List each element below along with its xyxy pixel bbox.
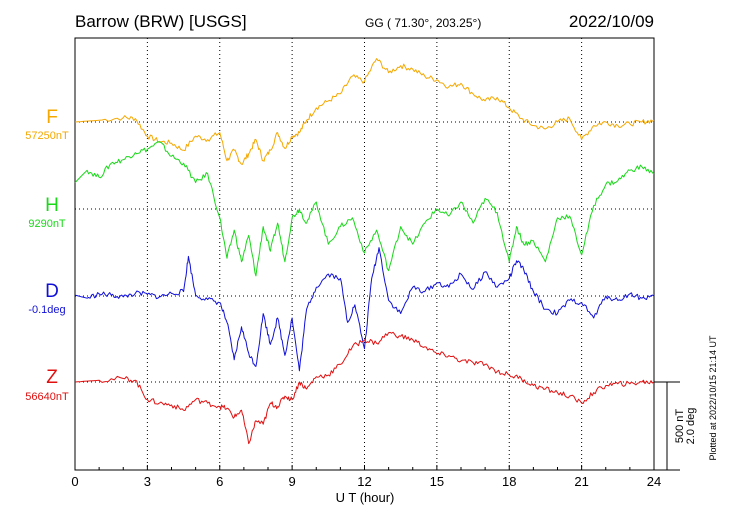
x-tick-label: 18 (502, 474, 516, 489)
x-tick-label: 6 (216, 474, 223, 489)
x-tick-label: 0 (71, 474, 78, 489)
series-label-D: D (45, 281, 59, 302)
station-title: Barrow (BRW) [USGS] (75, 12, 247, 31)
series-group (74, 58, 655, 445)
series-line-F (74, 58, 655, 165)
x-tick-label: 24 (647, 474, 661, 489)
series-line-Z (74, 331, 655, 445)
x-axis-ticks: 0 3 6 9 12 15 18 21 24 (71, 465, 661, 489)
baseline-label-Z: 56640nT (25, 391, 69, 403)
scale-bar-nt: 500 nT (674, 409, 686, 444)
x-axis-label: U T (hour) (336, 490, 395, 505)
series-line-H (74, 141, 655, 277)
date-label: 2022/10/09 (569, 12, 654, 31)
baseline-label-F: 57250nT (25, 130, 69, 142)
series-label-Z: Z (46, 367, 58, 388)
coords-label: GG ( 71.30°, 203.25°) (365, 16, 481, 30)
x-tick-label: 12 (357, 474, 371, 489)
scale-bar-deg: 2.0 deg (685, 408, 697, 445)
baseline-label-D: -0.1deg (28, 304, 65, 316)
grid (75, 38, 654, 470)
series-label-H: H (45, 195, 59, 216)
x-tick-label: 21 (574, 474, 588, 489)
series-label-F: F (46, 107, 58, 128)
series-line-D (74, 247, 655, 372)
x-tick-label: 3 (144, 474, 151, 489)
x-tick-label: 15 (430, 474, 444, 489)
plotted-footnote: Plotted at 2022/10/15 21:14 UT (708, 335, 718, 461)
baseline-label-H: 9290nT (28, 218, 66, 230)
x-tick-label: 9 (289, 474, 296, 489)
